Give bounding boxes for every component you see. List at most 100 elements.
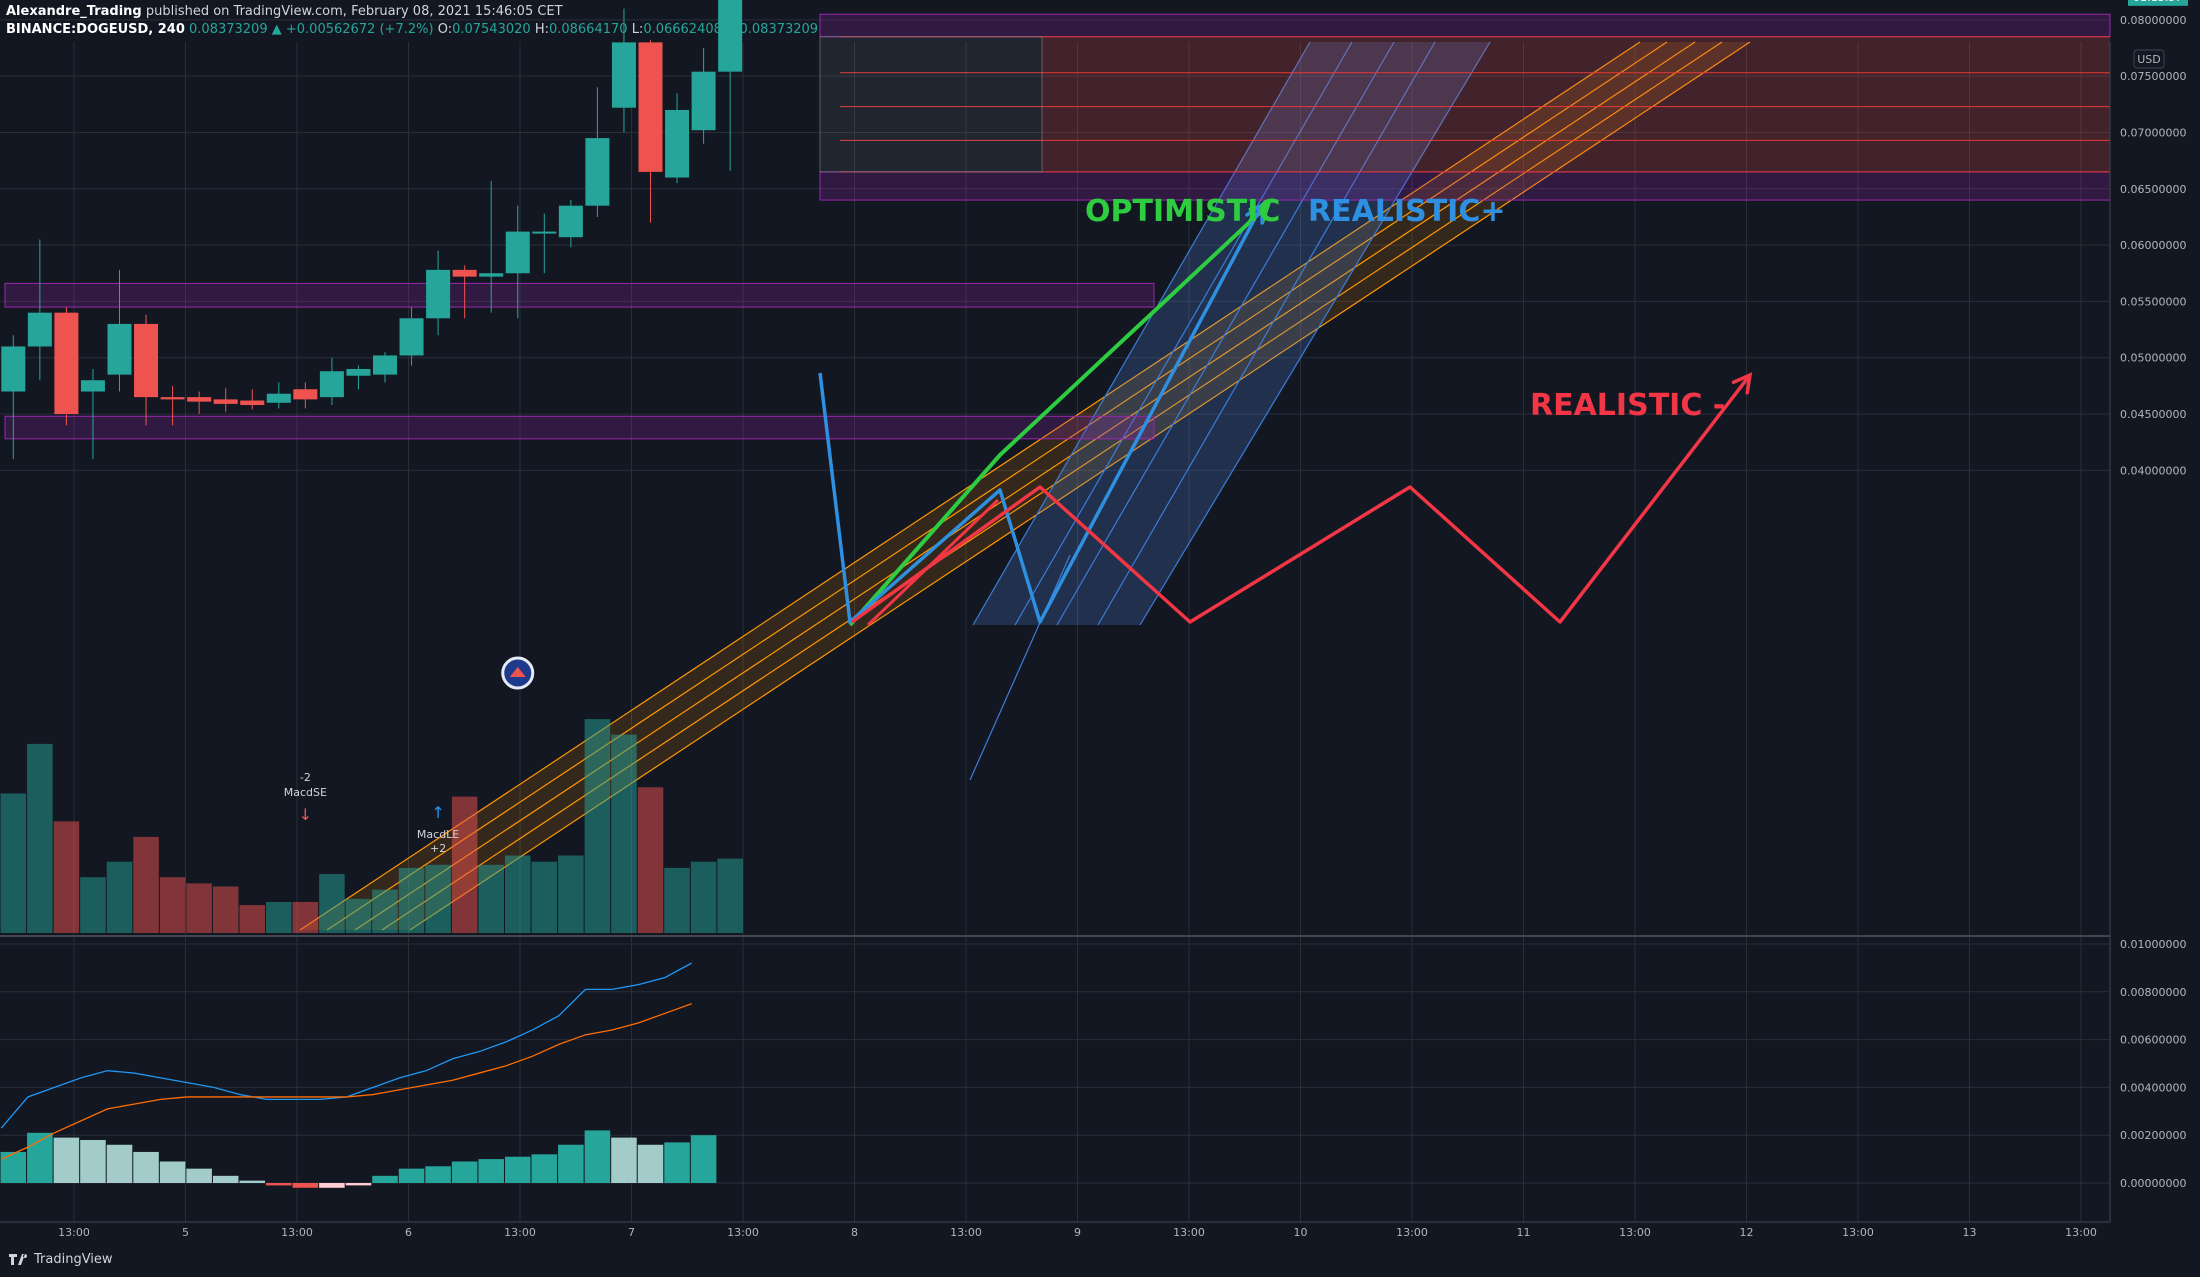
volume-bar (345, 898, 372, 933)
tradingview-brand[interactable]: TradingView (34, 1252, 113, 1267)
volume-bar (292, 902, 319, 933)
author-name[interactable]: Alexandre_Trading (6, 4, 142, 19)
candle-body (134, 323, 159, 398)
volume-bar (398, 867, 425, 933)
macd-histogram-bar (319, 1183, 345, 1188)
ohlc-open: 0.07543020 (452, 22, 531, 37)
drawing-tools-front: OPTIMISTIC REALISTIC+ REALISTIC - -2 MacdSE ↓… (284, 194, 1753, 855)
volume-bar (186, 883, 212, 933)
macd-histogram-bar (398, 1168, 425, 1183)
time-tick-label: 13:00 (727, 1226, 759, 1239)
time-tick-label: 13:00 (58, 1226, 90, 1239)
candle-body (505, 231, 530, 274)
macd-histogram-bar (531, 1154, 558, 1183)
candle-body (319, 371, 344, 398)
macd-histogram-bar (0, 1151, 27, 1183)
blue-channel-fill (973, 42, 1490, 625)
macd-pane (0, 962, 717, 1188)
last-price: 0.08373209 (189, 22, 268, 37)
candle-body (479, 273, 504, 277)
time-tick-label: 13:00 (504, 1226, 536, 1239)
blue-channel-line (1056, 41, 1395, 626)
macd-histogram-bar (637, 1144, 664, 1183)
signal-long-label: MacdLE (417, 828, 459, 841)
realistic-minus-arrow-head (1731, 372, 1753, 395)
chart-footer: TradingView (0, 1242, 2200, 1277)
volume-bar (478, 864, 504, 933)
candle-body (452, 269, 477, 277)
time-tick-label: 11 (1517, 1226, 1531, 1239)
ohlc-high: 0.08664170 (548, 22, 628, 37)
macd-histogram-bar (159, 1161, 186, 1183)
macd-line (0, 962, 692, 1129)
chart-grid (0, 19, 2200, 1222)
volume-bar (106, 861, 133, 933)
currency-badge: USD (2137, 53, 2161, 66)
ohlc-open-label: O: (437, 22, 453, 37)
candle-body (266, 393, 291, 403)
price-change: +0.00562672 (+7.2%) (285, 22, 434, 37)
candle-body (718, 0, 743, 72)
time-axis-bg (0, 1222, 2200, 1242)
macd-histogram-bar (690, 1135, 717, 1183)
publish-info: published on TradingView.com, February 0… (141, 4, 563, 19)
candle-body (558, 205, 583, 238)
candle-body (399, 318, 424, 356)
volume-bar (0, 793, 27, 933)
signal-short-label: MacdSE (284, 786, 327, 799)
macd-histogram-bar (292, 1183, 319, 1188)
volume-bar (717, 858, 743, 933)
macd-histogram-bar (186, 1168, 212, 1183)
candle-body (54, 312, 79, 415)
volume-bar (159, 877, 186, 933)
time-tick-label: 9 (1074, 1226, 1081, 1239)
macd-histogram-bar (266, 1183, 292, 1186)
time-tick-label: 12 (1740, 1226, 1754, 1239)
annotation-realistic-: REALISTIC - (1530, 388, 1725, 423)
price-tick-label: 0.05500000 (2120, 295, 2186, 308)
event-marker-arrow (509, 667, 526, 677)
red-trend-arrow (866, 498, 1000, 627)
macd-histogram-bar (239, 1180, 266, 1183)
time-tick-label: 10 (1294, 1226, 1308, 1239)
price-tick-label: 0.08000000 (2120, 14, 2186, 27)
channel-line (326, 41, 1668, 931)
macd-histogram-bar (611, 1137, 637, 1183)
realistic-plus-arrow (818, 201, 1264, 624)
ohlc-low-label: L: (631, 22, 644, 37)
tradingview-logo-icon[interactable] (8, 1252, 28, 1270)
drawing-tools-back (4, 13, 2111, 931)
candle-body (691, 71, 716, 131)
candle-body (240, 400, 265, 406)
candle-body (585, 138, 610, 206)
macd-histogram-bar (133, 1151, 159, 1183)
macd-histogram-bar (80, 1139, 106, 1183)
candle-body (346, 368, 371, 376)
volume-bar (53, 821, 80, 933)
candle-body (80, 380, 105, 392)
candle-body (611, 42, 636, 108)
blue-channel-extension (969, 554, 1071, 781)
volume-bar (664, 867, 690, 933)
volume-bar (266, 902, 292, 933)
symbol-interval[interactable]: BINANCE:DOGEUSD, 240 (6, 22, 185, 37)
zone-support (4, 282, 1155, 308)
price-tick-label: 0.07000000 (2120, 126, 2186, 139)
macd-histogram-bar (664, 1142, 690, 1183)
price-tick-label: 0.05000000 (2120, 352, 2186, 365)
candle-body (187, 397, 212, 402)
signal-short-qty: -2 (300, 771, 311, 784)
ohlc-low: 0.06662408 (643, 22, 722, 37)
macd-histogram-bar (345, 1183, 372, 1186)
blue-channel-line (1139, 41, 1491, 626)
time-tick-label: 7 (628, 1226, 635, 1239)
macd-histogram-bar (372, 1175, 398, 1183)
annotation-realistic-: REALISTIC+ (1308, 194, 1505, 229)
optimistic-arrow-path (848, 203, 1270, 627)
realistic-plus-arrow-path (818, 204, 1264, 624)
zone-support (4, 415, 1155, 440)
time-tick-label: 5 (182, 1226, 189, 1239)
time-tick-label: 6 (405, 1226, 412, 1239)
macd-tick-label: 0.00200000 (2120, 1129, 2186, 1142)
